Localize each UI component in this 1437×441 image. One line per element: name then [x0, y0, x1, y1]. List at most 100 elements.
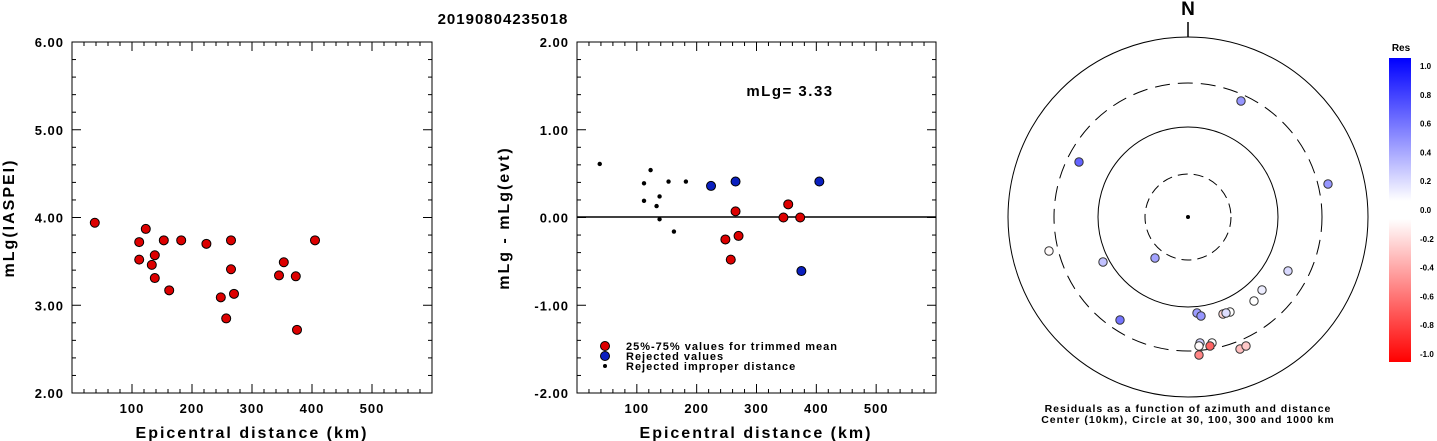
residual-point-rejected	[814, 176, 825, 187]
colorbar-tick-label: 0.2	[1420, 177, 1432, 186]
panel-residual-ylabel: mLg - mLg(evt)	[496, 146, 513, 290]
azimuth-point	[1241, 341, 1251, 351]
magnitude-point	[176, 235, 187, 246]
azimuth-point	[1205, 341, 1215, 351]
colorbar-tick-label: 0.8	[1420, 91, 1432, 100]
colorbar-title: Res	[1392, 43, 1411, 54]
panel-magnitude-ytick-label: 5.00	[35, 123, 64, 138]
magnitude-point	[140, 223, 151, 234]
residual-point-trimmed	[778, 212, 789, 223]
panel-magnitude-ytick-label: 2.00	[35, 386, 64, 401]
panel-residual-xtick-label: 500	[864, 401, 889, 416]
panel-magnitude-xlabel: Epicentral distance (km)	[136, 425, 369, 441]
colorbar-gradient	[1389, 58, 1411, 362]
panel-magnitude-xtick-label: 100	[120, 401, 145, 416]
residual-point-rejected	[730, 176, 741, 187]
colorbar-tick-label: 0.4	[1420, 148, 1432, 157]
azimuth-point	[1044, 246, 1054, 256]
residual-point-improper	[683, 179, 689, 184]
residual-point-trimmed	[725, 254, 736, 265]
panel-magnitude-frame	[71, 41, 433, 394]
colorbar-tick-label: -0.2	[1420, 235, 1434, 244]
magnitude-point	[134, 237, 145, 248]
magnitude-point	[164, 285, 175, 296]
center-point	[1186, 215, 1190, 219]
magnitude-point	[229, 288, 239, 299]
colorbar-tick-label: -0.6	[1420, 292, 1434, 301]
colorbar-tick-label: -0.4	[1420, 264, 1434, 273]
legend-label-improper: Rejected improper distance	[626, 361, 796, 373]
panel-magnitude-xtick-label: 300	[240, 401, 265, 416]
residual-point-improper	[657, 217, 662, 222]
azimuth-point	[1196, 311, 1206, 321]
legend: 25%-75% values for trimmed mean Rejected…	[600, 341, 837, 373]
colorbar-tick-label: 0.6	[1420, 120, 1432, 129]
azimuth-point	[1323, 179, 1333, 189]
azimuth-point	[1249, 296, 1259, 306]
magnitude-point	[149, 250, 160, 261]
azimuth-point	[1074, 157, 1084, 167]
legend-marker-improper	[603, 364, 607, 368]
azimuth-point	[1150, 253, 1160, 263]
azimuth-point	[1194, 341, 1204, 351]
magnitude-point	[201, 238, 212, 249]
panel-residual-ytick-label: -1.00	[534, 298, 569, 313]
panel-residual-xtick-label: 200	[684, 401, 709, 416]
panel-residual-xtick-label: 400	[804, 401, 829, 416]
mlg-annotation: mLg= 3.33	[746, 83, 833, 100]
azimuth-point	[1098, 257, 1108, 267]
magnitude-point	[149, 273, 160, 284]
ring-100km	[1097, 126, 1279, 308]
panel-residual-ytick-label: -2.00	[534, 386, 569, 401]
legend-label-rejected: Rejected values	[626, 351, 724, 363]
azimuth-point	[1115, 315, 1125, 325]
residual-point-improper	[657, 194, 662, 199]
panel-residual-ytick-label: 2.00	[540, 35, 569, 50]
azimuth-point	[1236, 96, 1246, 106]
legend-marker-rejected	[600, 351, 610, 361]
magnitude-point	[146, 259, 157, 270]
residual-point-trimmed	[783, 199, 794, 210]
panel-residual-ytick-label: 1.00	[540, 123, 569, 138]
residual-point-improper	[641, 198, 647, 204]
legend-marker-trimmed	[600, 341, 610, 351]
panel-azimuth: N Residuals as a function of azimuth and…	[1007, 0, 1369, 426]
colorbar-tick-label: 1.0	[1420, 62, 1432, 71]
residual-point-improper	[641, 181, 647, 186]
residual-point-rejected	[796, 266, 807, 277]
panel-magnitude-ytick-label: 4.00	[35, 211, 64, 226]
north-label: N	[1181, 0, 1195, 20]
magnitude-point	[226, 235, 236, 246]
azimuth-caption-line1: Residuals as a function of azimuth and d…	[1045, 403, 1332, 415]
residual-point-trimmed	[733, 230, 744, 241]
azimuth-point	[1221, 308, 1231, 318]
magnitude-point	[290, 271, 301, 282]
colorbar-tick-label: 0.0	[1420, 206, 1432, 215]
residual-point-improper	[671, 229, 677, 234]
colorbar-tick-label: -1.0	[1420, 350, 1434, 359]
azimuth-caption-line2: Center (10km), Circle at 30, 100, 300 an…	[1041, 414, 1335, 426]
colorbar: Res 1.0 0.8 0.6 0.4 0.2 0.0 -0.2 -0.4 -0.6 -0.8 -1…	[1389, 43, 1434, 362]
residual-point-trimmed	[795, 212, 806, 223]
residual-point-rejected	[706, 180, 717, 191]
panel-magnitude-ytick-label: 3.00	[35, 298, 64, 313]
magnitude-point	[158, 235, 169, 246]
magnitude-point	[226, 264, 236, 275]
panel-residual: 100 200 300 400 500 -2.00 -1.00 0.00 1.00 2.00 mL…	[496, 35, 937, 441]
magnitude-point	[215, 292, 226, 303]
panel-magnitude-xtick-label: 400	[300, 401, 325, 416]
panel-residual-ytick-label: 0.00	[540, 211, 569, 226]
magnitude-point	[89, 217, 100, 228]
colorbar-tick-label: -0.8	[1420, 321, 1434, 330]
magnitude-point	[274, 270, 284, 281]
figure-title: 20190804235018	[438, 11, 569, 28]
azimuth-point	[1257, 285, 1267, 295]
azimuth-point	[1283, 266, 1293, 276]
residual-point-improper	[648, 167, 653, 173]
magnitude-point	[221, 313, 232, 324]
azimuth-point	[1194, 350, 1204, 360]
magnitude-point	[310, 235, 320, 246]
residual-point-improper	[666, 179, 671, 184]
ring-300km	[1053, 82, 1323, 352]
